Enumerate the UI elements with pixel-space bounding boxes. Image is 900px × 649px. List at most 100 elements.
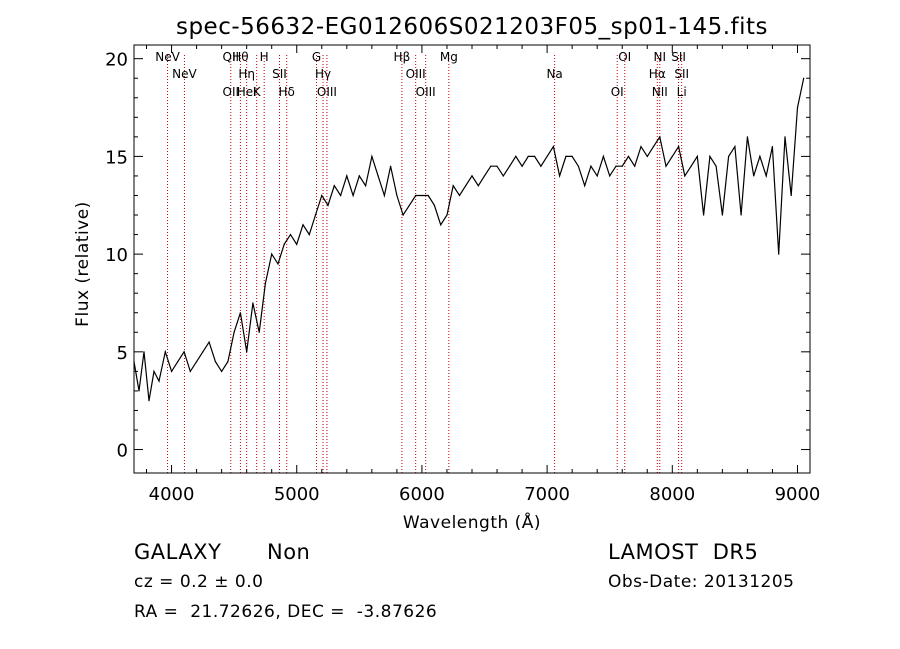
- data-point: [308, 234, 310, 236]
- data-point: [327, 204, 329, 206]
- x-axis-label: Wavelength (Å): [403, 511, 541, 533]
- x-tick-label: 9000: [775, 484, 821, 505]
- data-point: [728, 155, 730, 157]
- data-point: [358, 175, 360, 177]
- data-point: [446, 214, 448, 216]
- data-point: [365, 185, 367, 187]
- data-point: [584, 185, 586, 187]
- data-point: [408, 204, 410, 206]
- line-marker-label: Li: [677, 85, 687, 99]
- data-point: [502, 175, 504, 177]
- x-tick-label: 7000: [524, 484, 570, 505]
- data-point: [138, 390, 140, 392]
- data-point: [352, 194, 354, 197]
- data-point: [790, 194, 792, 197]
- data-point: [465, 185, 467, 187]
- line-marker-label: Hβ: [394, 50, 411, 64]
- line-marker-label: G: [312, 50, 321, 64]
- obs-date: Obs-Date: 20131205: [608, 572, 795, 592]
- data-point: [483, 175, 486, 177]
- data-point: [471, 175, 473, 177]
- data-point: [340, 194, 342, 197]
- data-point: [148, 400, 150, 402]
- line-marker-label: Hα: [649, 67, 666, 81]
- data-point: [634, 165, 636, 167]
- data-point: [552, 146, 555, 148]
- data-point: [421, 194, 423, 197]
- data-point: [402, 214, 404, 216]
- data-point: [646, 155, 648, 157]
- data-point: [527, 155, 529, 157]
- line-marker-label: OII: [223, 85, 240, 99]
- y-axis-label: Flux (relative): [73, 201, 93, 327]
- data-point: [577, 165, 580, 167]
- survey-label: LAMOST DR5: [608, 540, 759, 564]
- data-point: [771, 146, 774, 148]
- data-point: [759, 155, 761, 157]
- data-point: [509, 165, 511, 167]
- data-point: [671, 155, 673, 157]
- data-point: [239, 312, 241, 314]
- object-subclass: Non: [267, 540, 311, 564]
- data-point: [452, 185, 454, 187]
- data-point: [189, 370, 191, 372]
- data-point: [753, 175, 755, 177]
- data-point: [177, 361, 179, 363]
- data-point: [143, 351, 145, 353]
- data-point: [521, 165, 523, 167]
- data-point: [202, 351, 204, 353]
- data-point: [703, 214, 705, 216]
- series-line: [133, 78, 805, 401]
- data-point: [715, 165, 717, 167]
- line-marker-label: SII: [674, 67, 689, 81]
- line-marker-label: OIII: [416, 85, 436, 99]
- data-point: [496, 165, 498, 167]
- x-tick-label: 4000: [149, 484, 195, 505]
- line-marker-label: NeV: [172, 67, 197, 81]
- emission-line-markers: NeVNeVOIIQIIHθHηHeIKHSIIHδGHγOIIIHβOIIIO…: [155, 50, 689, 473]
- data-point: [396, 194, 398, 197]
- data-point: [659, 136, 661, 138]
- data-point: [314, 214, 317, 216]
- line-marker-label: SII: [671, 50, 686, 64]
- data-point: [377, 175, 379, 177]
- line-marker-label: HeI: [237, 85, 257, 99]
- data-point: [609, 175, 611, 177]
- y-tick-label: 5: [117, 343, 128, 364]
- spectrum-series: [133, 77, 805, 402]
- y-tick-label: 0: [117, 441, 128, 462]
- ra-dec: RA = 21.72626, DEC = -3.87626: [134, 602, 438, 622]
- data-point: [171, 370, 173, 372]
- x-tick-label: 6000: [399, 484, 445, 505]
- data-point: [640, 146, 642, 148]
- line-marker-label: OI: [611, 85, 624, 99]
- data-point: [233, 331, 235, 333]
- line-marker-label: H: [260, 50, 269, 64]
- data-point: [534, 155, 536, 157]
- line-marker-label: Mg: [440, 50, 458, 64]
- data-point: [196, 361, 198, 363]
- line-marker-label: NeV: [155, 50, 180, 64]
- data-point: [183, 351, 185, 353]
- data-point: [289, 234, 292, 236]
- line-marker-label: K: [253, 85, 262, 99]
- data-point: [208, 341, 210, 343]
- data-point: [665, 165, 667, 167]
- data-point: [271, 253, 273, 255]
- y-tick-label: 15: [105, 147, 128, 168]
- data-point: [602, 155, 605, 157]
- line-marker-label: NI: [654, 50, 667, 64]
- line-marker-label: OIII: [317, 85, 337, 99]
- data-point: [746, 136, 749, 138]
- data-point: [346, 175, 348, 177]
- data-point: [427, 194, 429, 197]
- data-point: [333, 185, 335, 187]
- chart-title: spec-56632-EG012606S021203F05_sp01-145.f…: [176, 14, 768, 40]
- data-point: [784, 136, 786, 138]
- data-point: [721, 214, 724, 216]
- line-marker-label: SII: [272, 67, 287, 81]
- line-marker-label: Hθ: [232, 50, 248, 64]
- data-point: [796, 106, 799, 109]
- data-point: [778, 253, 780, 255]
